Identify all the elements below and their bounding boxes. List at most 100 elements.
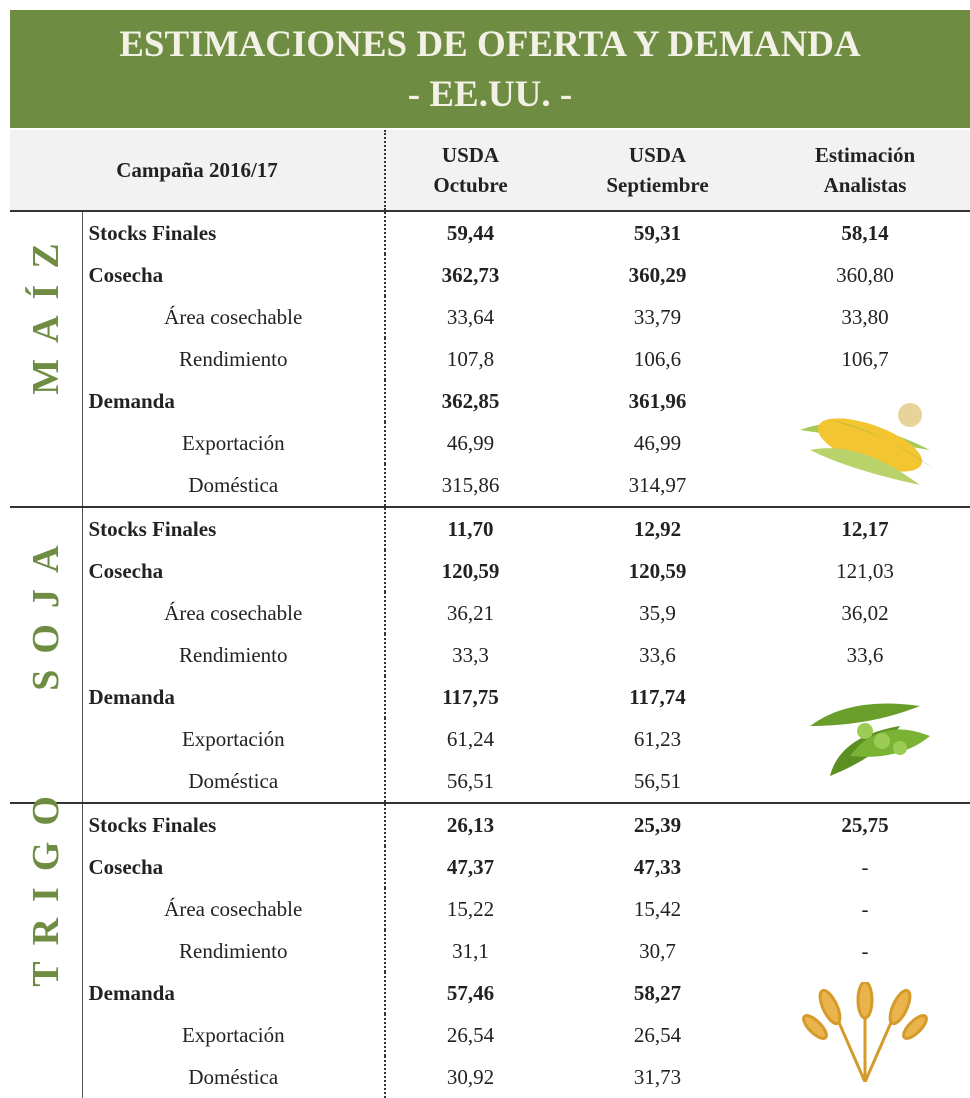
- subtitle: - EE.UU. -: [10, 70, 970, 120]
- row-label: Exportación: [82, 1014, 385, 1056]
- value-cell: 361,96: [555, 380, 760, 422]
- row-label: Demanda: [82, 676, 385, 718]
- value-cell: 362,85: [385, 380, 555, 422]
- row-label: Cosecha: [82, 846, 385, 888]
- value-cell: 120,59: [555, 550, 760, 592]
- value-cell: 33,6: [555, 634, 760, 676]
- value-cell: 30,7: [555, 930, 760, 972]
- crop-name: TRIGO: [24, 915, 68, 987]
- row-label: Rendimiento: [82, 338, 385, 380]
- value-cell: 315,86: [385, 464, 555, 507]
- crop-cell: MAÍZ: [10, 211, 82, 507]
- value-cell: 47,33: [555, 846, 760, 888]
- value-cell: 46,99: [385, 422, 555, 464]
- value-cell: 117,75: [385, 676, 555, 718]
- value-cell: 33,80: [760, 296, 970, 338]
- value-cell: -: [760, 930, 970, 972]
- row-label: Área cosechable: [82, 296, 385, 338]
- value-cell: 57,46: [385, 972, 555, 1014]
- value-cell: 11,70: [385, 507, 555, 550]
- row-label: Stocks Finales: [82, 507, 385, 550]
- value-cell: 58,14: [760, 211, 970, 254]
- row-label: Demanda: [82, 972, 385, 1014]
- value-cell: 26,13: [385, 803, 555, 846]
- row-label: Doméstica: [82, 760, 385, 803]
- value-cell: 47,37: [385, 846, 555, 888]
- header-line: USDA: [442, 143, 499, 167]
- value-cell: 15,42: [555, 888, 760, 930]
- page: ESTIMACIONES DE OFERTA Y DEMANDA - EE.UU…: [0, 0, 970, 1095]
- column-header: Estimación Analistas: [760, 130, 970, 211]
- value-cell: 46,99: [555, 422, 760, 464]
- crop-image: [760, 380, 970, 507]
- crop-name: MAÍZ: [24, 323, 68, 395]
- value-cell: 59,31: [555, 211, 760, 254]
- row-label: Exportación: [82, 718, 385, 760]
- value-cell: 15,22: [385, 888, 555, 930]
- title-banner: ESTIMACIONES DE OFERTA Y DEMANDA - EE.UU…: [10, 10, 970, 128]
- value-cell: 61,24: [385, 718, 555, 760]
- value-cell: 33,64: [385, 296, 555, 338]
- value-cell: -: [760, 888, 970, 930]
- row-label: Demanda: [82, 380, 385, 422]
- value-cell: 360,29: [555, 254, 760, 296]
- column-header: USDA Octubre: [385, 130, 555, 211]
- value-cell: 58,27: [555, 972, 760, 1014]
- value-cell: 362,73: [385, 254, 555, 296]
- header-line: Analistas: [824, 173, 907, 197]
- title: ESTIMACIONES DE OFERTA Y DEMANDA: [10, 20, 970, 70]
- value-cell: 25,39: [555, 803, 760, 846]
- value-cell: 25,75: [760, 803, 970, 846]
- value-cell: 12,17: [760, 507, 970, 550]
- header-line: USDA: [629, 143, 686, 167]
- column-header: USDA Septiembre: [555, 130, 760, 211]
- value-cell: 31,1: [385, 930, 555, 972]
- value-cell: 314,97: [555, 464, 760, 507]
- value-cell: 360,80: [760, 254, 970, 296]
- table-row: Demanda362,85361,96: [10, 380, 970, 422]
- value-cell: 36,21: [385, 592, 555, 634]
- value-cell: 26,54: [385, 1014, 555, 1056]
- value-cell: 106,6: [555, 338, 760, 380]
- row-label: Cosecha: [82, 254, 385, 296]
- value-cell: 120,59: [385, 550, 555, 592]
- campaign-header: Campaña 2016/17: [10, 130, 385, 211]
- value-cell: 33,6: [760, 634, 970, 676]
- header-line: Estimación: [815, 143, 915, 167]
- value-cell: 56,51: [555, 760, 760, 803]
- header-line: Septiembre: [606, 173, 708, 197]
- row-label: Stocks Finales: [82, 211, 385, 254]
- value-cell: 56,51: [385, 760, 555, 803]
- value-cell: 33,79: [555, 296, 760, 338]
- crop-cell: TRIGO: [10, 803, 82, 1098]
- row-label: Exportación: [82, 422, 385, 464]
- crop-cell: SOJA: [10, 507, 82, 803]
- value-cell: 35,9: [555, 592, 760, 634]
- row-label: Rendimiento: [82, 634, 385, 676]
- crop-name: SOJA: [24, 619, 68, 691]
- header-line: Octubre: [433, 173, 507, 197]
- value-cell: 33,3: [385, 634, 555, 676]
- value-cell: 59,44: [385, 211, 555, 254]
- row-label: Rendimiento: [82, 930, 385, 972]
- value-cell: 26,54: [555, 1014, 760, 1056]
- value-cell: -: [760, 846, 970, 888]
- row-label: Stocks Finales: [82, 803, 385, 846]
- value-cell: 121,03: [760, 550, 970, 592]
- value-cell: 106,7: [760, 338, 970, 380]
- value-cell: 12,92: [555, 507, 760, 550]
